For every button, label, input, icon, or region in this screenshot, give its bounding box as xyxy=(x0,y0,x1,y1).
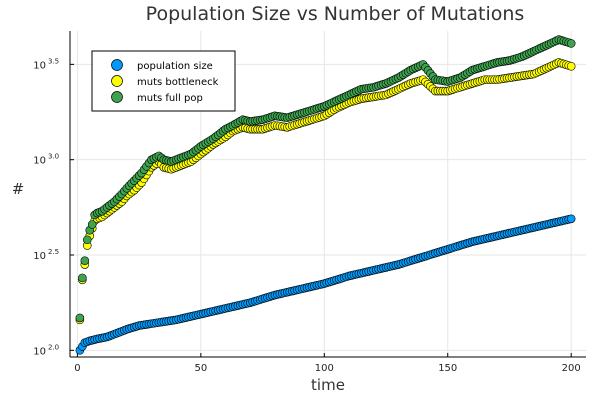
point-muts-bottleneck-t200 xyxy=(566,61,576,71)
y-tick-exponent-2-5: 2.5 xyxy=(48,248,59,256)
x-tick-label-0: 0 xyxy=(74,363,80,374)
legend-marker-muts-full-pop xyxy=(111,91,123,103)
legend-label-population-size: population size xyxy=(137,61,213,72)
y-tick-label-2-0: 10 xyxy=(33,346,46,357)
plot-frame xyxy=(69,31,586,358)
point-muts-full-pop-t200 xyxy=(566,39,576,48)
point-muts-full-pop-t1 xyxy=(75,313,85,323)
legend-marker-population-size xyxy=(111,59,123,71)
series-population-size xyxy=(75,214,576,355)
legend-label-muts-full-pop: muts full pop xyxy=(137,93,203,104)
legend-marker-muts-bottleneck xyxy=(111,75,123,87)
legend-label-muts-bottleneck: muts bottleneck xyxy=(137,77,219,88)
y-tick-label-3-0: 10 xyxy=(33,156,46,167)
y-axis-label: # xyxy=(12,180,25,198)
point-muts-full-pop-t4 xyxy=(82,235,92,245)
y-tick-label-2-5: 10 xyxy=(33,251,46,262)
x-tick-label-50: 50 xyxy=(194,363,207,374)
point-muts-full-pop-t2 xyxy=(78,273,87,283)
chart-title: Population Size vs Number of Mutations xyxy=(146,3,525,25)
point-muts-full-pop-t3 xyxy=(80,256,90,266)
x-tick-label-150: 150 xyxy=(438,363,457,374)
y-tick-exponent-3-5: 3.5 xyxy=(48,57,59,65)
y-tick-exponent-3-0: 3.0 xyxy=(48,153,59,161)
y-tick-label-3-5: 10 xyxy=(33,60,46,71)
x-axis-label: time xyxy=(311,376,345,394)
data-points xyxy=(75,35,576,355)
point-muts-full-pop-t6 xyxy=(87,220,97,229)
legend: population size muts bottleneck muts ful… xyxy=(91,50,236,112)
x-tick-label-200: 200 xyxy=(562,363,581,374)
point-population-size-t200 xyxy=(566,214,576,224)
y-tick-exponent-2-0: 2.0 xyxy=(48,343,59,351)
x-tick-label-100: 100 xyxy=(315,363,334,374)
series-muts-full-pop xyxy=(75,35,576,323)
